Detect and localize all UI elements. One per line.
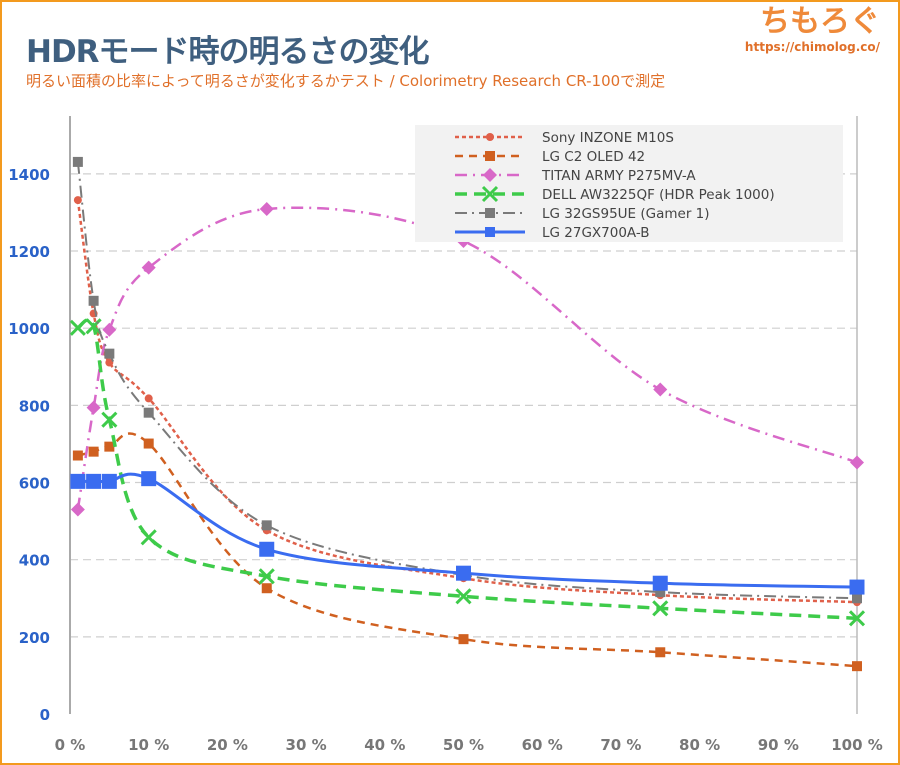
data-point-diamond <box>653 382 668 397</box>
series-titan-army-p275mv-a <box>70 201 864 517</box>
data-point-diamond <box>70 502 85 517</box>
x-tick-label: 20 % <box>207 736 248 754</box>
data-point-square <box>852 661 862 672</box>
chart-subtitle: 明るい面積の比率によって明るさが変化するかテスト / Colorimetry R… <box>26 72 666 90</box>
legend: Sony INZONE M10S LG C2 OLED 42 TITAN ARMY … <box>415 125 843 242</box>
x-tick-label: 40 % <box>364 736 405 754</box>
legend-label: DELL AW3225QF (HDR Peak 1000) <box>542 187 775 203</box>
data-point-x <box>455 588 472 605</box>
series-lg-27gx700a-b <box>70 471 865 595</box>
data-point-square <box>458 634 469 645</box>
series-dell-aw3225qf-hdr-peak-1000- <box>69 318 866 627</box>
data-point-square <box>72 156 83 167</box>
logo-text: ちもろぐ <box>760 4 880 39</box>
data-point-square <box>70 473 86 489</box>
data-point-diamond <box>141 260 156 275</box>
data-point-square <box>655 647 666 658</box>
legend-label: Sony INZONE M10S <box>542 130 674 146</box>
data-point-diamond <box>483 168 497 182</box>
y-tick-label: 600 <box>19 475 50 493</box>
y-tick-label: 0 <box>40 706 50 724</box>
y-tick-label: 1200 <box>8 243 50 261</box>
data-point-square <box>852 593 862 604</box>
legend-label: LG 27GX700A-B <box>542 225 650 241</box>
x-tick-label: 50 % <box>443 736 484 754</box>
legend-box <box>415 125 843 242</box>
series-line <box>77 432 858 668</box>
chart-title: HDRモード時の明るさの変化 <box>26 34 430 70</box>
legend-label: LG C2 OLED 42 <box>542 149 645 165</box>
x-tick-label: 60 % <box>522 736 563 754</box>
data-point-square <box>88 295 99 306</box>
data-point-circle <box>486 133 494 141</box>
data-point-circle <box>144 394 153 403</box>
data-point-square <box>485 208 495 218</box>
series-sony-inzone-m10s <box>73 196 861 607</box>
data-point-square <box>652 575 668 591</box>
data-point-square <box>485 227 495 237</box>
y-tick-label: 200 <box>19 629 50 647</box>
data-point-square <box>143 438 154 449</box>
x-tick-label: 90 % <box>758 736 799 754</box>
x-tick-label: 70 % <box>600 736 641 754</box>
data-point-x <box>140 529 157 546</box>
data-point-square <box>143 407 154 418</box>
logo-url: https://chimolog.co/ <box>744 40 880 54</box>
y-tick-label: 800 <box>19 397 50 415</box>
data-point-diamond <box>259 201 274 216</box>
data-point-circle <box>73 196 82 205</box>
data-point-circle <box>105 358 114 367</box>
series-line <box>76 199 858 604</box>
series-lg-c2-oled-42 <box>72 432 862 672</box>
data-point-x <box>85 318 102 335</box>
data-point-square <box>101 473 117 489</box>
data-point-x <box>481 185 499 203</box>
data-point-square <box>259 541 275 557</box>
data-point-square <box>141 471 157 487</box>
y-tick-label: 1400 <box>8 166 50 184</box>
y-tick-label: 400 <box>19 552 50 570</box>
data-point-square <box>88 446 99 457</box>
data-point-diamond <box>102 322 117 337</box>
x-tick-label: 30 % <box>286 736 327 754</box>
x-tick-label: 100 % <box>831 736 883 754</box>
data-point-x <box>69 319 86 336</box>
data-point-x <box>258 568 275 585</box>
x-tick-label: 10 % <box>128 736 169 754</box>
data-point-diamond <box>850 455 864 470</box>
data-point-x <box>848 610 866 627</box>
x-tick-label: 0 % <box>55 736 86 754</box>
data-point-square <box>485 151 495 161</box>
series-line <box>76 206 858 510</box>
data-point-square <box>104 348 115 359</box>
data-point-square <box>86 473 102 489</box>
data-point-square <box>849 579 865 595</box>
data-point-diamond <box>86 400 101 415</box>
data-point-square <box>72 450 83 461</box>
data-point-square <box>261 520 272 531</box>
y-tick-label: 1000 <box>8 320 50 338</box>
data-point-x <box>652 600 669 617</box>
data-point-square <box>104 441 115 452</box>
data-point-square <box>261 583 272 594</box>
data-point-square <box>456 565 471 581</box>
legend-label: LG 32GS95UE (Gamer 1) <box>542 206 710 222</box>
site-logo: ちもろぐ https://chimolog.co/ <box>745 4 880 54</box>
data-point-x <box>101 411 118 428</box>
legend-label: TITAN ARMY P275MV-A <box>541 168 696 184</box>
x-tick-label: 80 % <box>679 736 720 754</box>
data-point-square <box>655 587 666 598</box>
